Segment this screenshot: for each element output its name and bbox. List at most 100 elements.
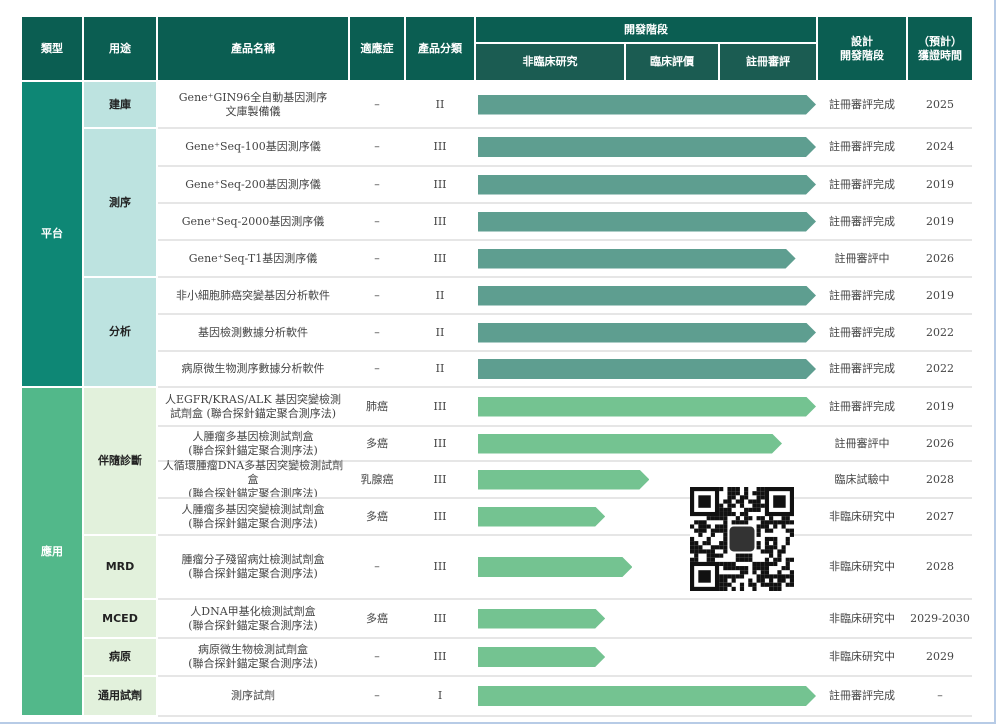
header-use: 用途: [84, 17, 156, 80]
classification: III: [433, 509, 447, 523]
product-name: 非小細胞肺癌突變基因分析軟件: [176, 288, 330, 302]
expected-year: –: [937, 689, 943, 702]
expected-year: 2026: [926, 251, 954, 265]
progress-bar-arrow: [478, 507, 605, 527]
design-stage-status: 註冊審評完成: [829, 140, 895, 153]
product-name: Gene⁺GIN96全自動基因測序 文庫製備儀: [178, 90, 328, 118]
use-category: 病原: [84, 639, 156, 675]
progress-bar-arrow: [478, 470, 649, 490]
type-category: 平台: [22, 82, 82, 386]
design-stage-status: 臨床試驗中: [834, 472, 890, 486]
product-name: 病原微生物測序數據分析軟件: [181, 362, 325, 375]
progress-bar-arrow: [478, 434, 782, 454]
design-stage-status: 註冊審評完成: [829, 362, 895, 375]
indication: 多癌: [366, 611, 388, 625]
indication: –: [374, 689, 380, 702]
design-stage-status: 註冊審評中: [834, 251, 890, 265]
use-category: MRD: [84, 536, 156, 598]
classification: I: [437, 689, 443, 702]
classification: II: [435, 288, 445, 302]
row-divider: [158, 313, 972, 315]
classification: III: [433, 399, 447, 413]
indication: –: [374, 251, 380, 265]
use-category: MCED: [84, 600, 156, 637]
expected-year: 2025: [926, 97, 954, 111]
row-divider: [158, 202, 972, 204]
classification: II: [435, 325, 445, 339]
expected-year: 2019: [926, 288, 954, 302]
classification: II: [435, 362, 445, 375]
row-divider: [158, 460, 972, 462]
design-stage-status: 非臨床研究中: [829, 650, 895, 663]
product-name: 人腫瘤多基因突變檢測試劑盒 (聯合探針錨定聚合測序法): [181, 502, 325, 530]
product-name: Gene⁺Seq-100基因測序儀: [185, 140, 321, 153]
design-stage-status: 註冊審評完成: [829, 399, 895, 413]
classification: III: [433, 251, 447, 265]
design-stage-status: 非臨床研究中: [829, 509, 895, 523]
product-name: 人DNA甲基化檢測試劑盒 (聯合探針錨定聚合測序法): [188, 604, 318, 632]
header-design-stage: 設計 開發階段: [818, 17, 906, 80]
design-stage-status: 註冊審評中: [834, 436, 890, 450]
classification: III: [433, 560, 447, 573]
classification: II: [435, 97, 445, 111]
row-divider: [158, 165, 972, 167]
header-classification: 產品分類: [406, 17, 474, 80]
classification: III: [433, 214, 447, 228]
product-name: 人循環腫瘤DNA多基因突變檢測試劑盒 (聯合探針錨定聚合測序法): [162, 458, 344, 500]
product-name: 基因檢測數據分析軟件: [198, 325, 308, 339]
classification: III: [433, 472, 447, 486]
classification: III: [433, 650, 447, 663]
row-divider: [158, 386, 972, 388]
product-name: 病原微生物檢測試劑盒 (聯合探針錨定聚合測序法): [188, 643, 318, 670]
use-category: 通用試劑: [84, 677, 156, 715]
indication: –: [374, 177, 380, 191]
expected-year: 2026: [926, 436, 954, 450]
progress-bar-arrow: [478, 647, 605, 667]
product-name: 腫瘤分子殘留病灶檢測試劑盒 (聯合探針錨定聚合測序法): [181, 553, 325, 580]
classification: III: [433, 436, 447, 450]
row-divider: [158, 637, 972, 639]
progress-bar-arrow: [478, 686, 816, 706]
design-stage-status: 註冊審評完成: [829, 325, 895, 339]
expected-year: 2027: [926, 509, 954, 523]
product-name: 測序試劑: [231, 689, 275, 702]
design-stage-status: 註冊審評完成: [829, 177, 895, 191]
row-divider: [158, 127, 972, 129]
indication: 多癌: [366, 509, 388, 523]
type-category: 應用: [22, 388, 82, 715]
indication: –: [374, 97, 380, 111]
header-type: 類型: [22, 17, 82, 80]
progress-bar-arrow: [478, 95, 816, 115]
expected-year: 2029: [926, 650, 954, 663]
expected-year: 2029-2030: [910, 611, 970, 625]
indication: –: [374, 650, 380, 663]
product-name: Gene⁺Seq-2000基因測序儀: [181, 214, 325, 228]
expected-year: 2019: [926, 399, 954, 413]
indication: –: [374, 560, 380, 573]
expected-year: 2019: [926, 214, 954, 228]
row-divider: [158, 534, 972, 536]
design-stage-status: 註冊審評完成: [829, 689, 895, 702]
header-expected-time: （預計） 獲證時間: [908, 17, 972, 80]
indication: 肺癌: [366, 399, 388, 413]
header-development-stage: 開發階段: [476, 17, 816, 42]
row-divider: [158, 675, 972, 677]
design-stage-status: 註冊審評完成: [829, 288, 895, 302]
header-stage-clinical: 臨床評價: [626, 44, 718, 80]
design-stage-status: 非臨床研究中: [829, 560, 895, 573]
use-category: 測序: [84, 129, 156, 276]
product-name: 人EGFR/KRAS/ALK 基因突變檢測 試劑盒 (聯合探針錨定聚合測序法): [164, 392, 342, 420]
progress-bar-arrow: [478, 137, 816, 157]
progress-bar-arrow: [478, 175, 816, 195]
expected-year: 2028: [926, 472, 954, 486]
design-stage-status: 非臨床研究中: [829, 611, 895, 625]
progress-bar-arrow: [478, 397, 816, 417]
use-category: 分析: [84, 278, 156, 386]
product-name: Gene⁺Seq-200基因測序儀: [185, 177, 321, 191]
indication: –: [374, 140, 380, 153]
progress-bar-arrow: [478, 323, 816, 343]
progress-bar-arrow: [478, 249, 796, 269]
progress-bar-arrow: [478, 557, 632, 577]
expected-year: 2022: [926, 325, 954, 339]
